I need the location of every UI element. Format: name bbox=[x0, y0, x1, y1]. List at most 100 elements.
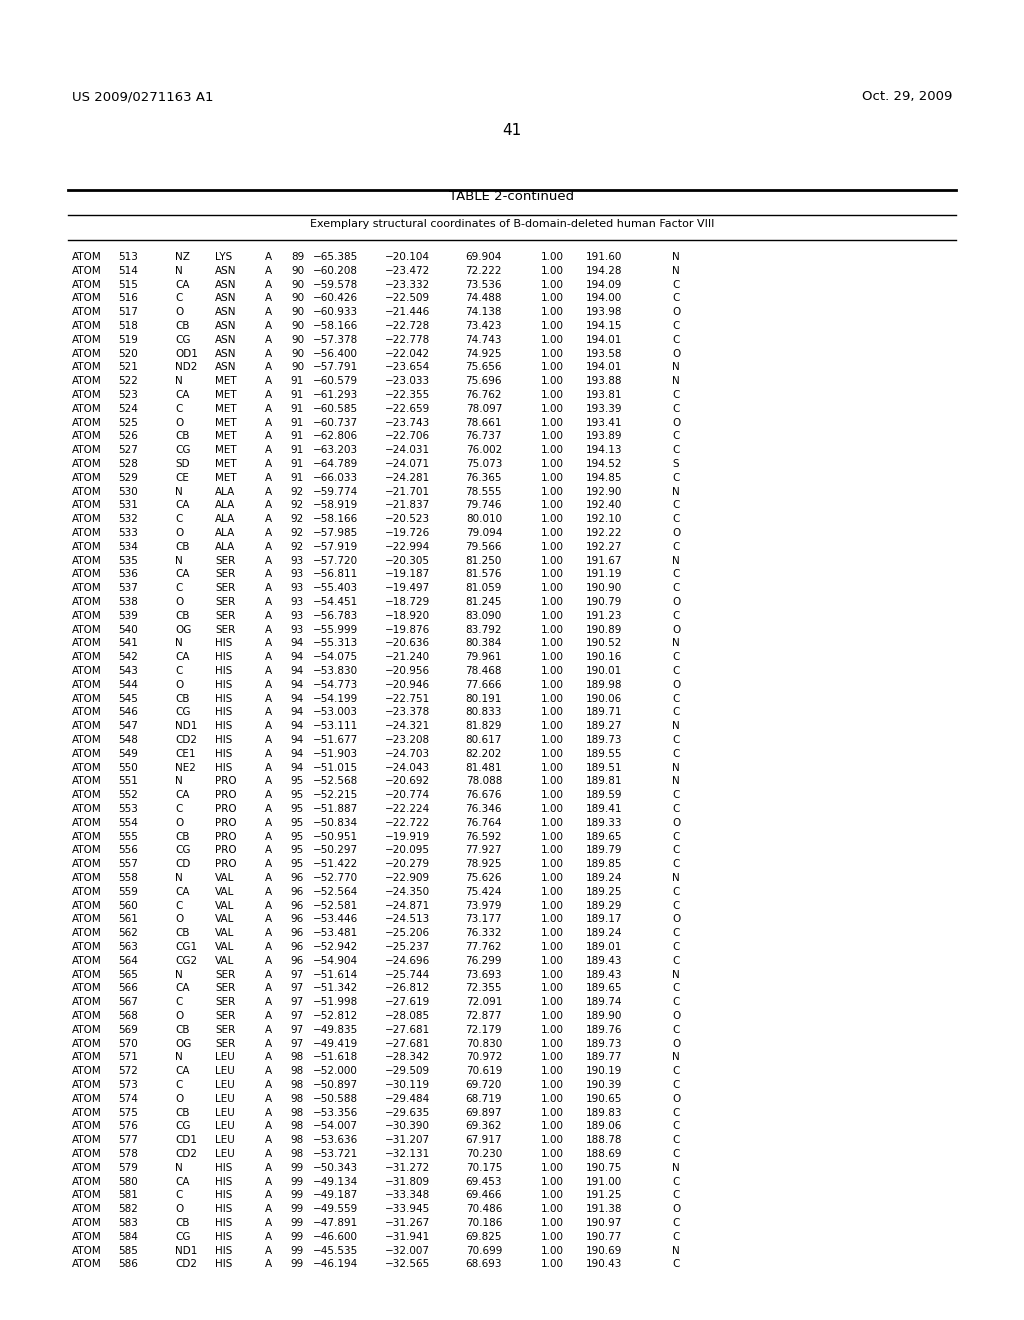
Text: 547: 547 bbox=[118, 721, 138, 731]
Text: 90: 90 bbox=[291, 308, 304, 317]
Text: Oct. 29, 2009: Oct. 29, 2009 bbox=[861, 90, 952, 103]
Text: C: C bbox=[672, 942, 679, 952]
Text: C: C bbox=[672, 569, 679, 579]
Text: CB: CB bbox=[175, 1024, 189, 1035]
Text: ATOM: ATOM bbox=[72, 1204, 101, 1214]
Text: A: A bbox=[264, 1163, 271, 1172]
Text: 91: 91 bbox=[291, 389, 304, 400]
Text: 99: 99 bbox=[291, 1218, 304, 1228]
Text: −60.737: −60.737 bbox=[313, 417, 358, 428]
Text: 189.73: 189.73 bbox=[586, 735, 622, 744]
Text: 560: 560 bbox=[118, 900, 138, 911]
Text: 70.186: 70.186 bbox=[466, 1218, 502, 1228]
Text: A: A bbox=[264, 348, 271, 359]
Text: LEU: LEU bbox=[215, 1107, 234, 1118]
Text: 573: 573 bbox=[118, 1080, 138, 1090]
Text: 1.00: 1.00 bbox=[541, 1218, 564, 1228]
Text: ATOM: ATOM bbox=[72, 1246, 101, 1255]
Text: 189.24: 189.24 bbox=[586, 873, 622, 883]
Text: 69.720: 69.720 bbox=[466, 1080, 502, 1090]
Text: 99: 99 bbox=[291, 1191, 304, 1200]
Text: 545: 545 bbox=[118, 693, 138, 704]
Text: 70.972: 70.972 bbox=[466, 1052, 502, 1063]
Text: 1.00: 1.00 bbox=[541, 983, 564, 994]
Text: C: C bbox=[672, 1135, 679, 1146]
Text: 552: 552 bbox=[118, 791, 138, 800]
Text: −60.208: −60.208 bbox=[313, 265, 358, 276]
Text: A: A bbox=[264, 804, 271, 814]
Text: CD2: CD2 bbox=[175, 1148, 197, 1159]
Text: A: A bbox=[264, 1080, 271, 1090]
Text: ALA: ALA bbox=[215, 528, 236, 539]
Text: 1.00: 1.00 bbox=[541, 956, 564, 966]
Text: 90: 90 bbox=[291, 363, 304, 372]
Text: 533: 533 bbox=[118, 528, 138, 539]
Text: −20.956: −20.956 bbox=[385, 667, 430, 676]
Text: ATOM: ATOM bbox=[72, 376, 101, 387]
Text: −23.654: −23.654 bbox=[385, 363, 430, 372]
Text: 1.00: 1.00 bbox=[541, 832, 564, 842]
Text: O: O bbox=[175, 680, 183, 690]
Text: 72.355: 72.355 bbox=[466, 983, 502, 994]
Text: A: A bbox=[264, 652, 271, 663]
Text: A: A bbox=[264, 1232, 271, 1242]
Text: 77.762: 77.762 bbox=[466, 942, 502, 952]
Text: ATOM: ATOM bbox=[72, 541, 101, 552]
Text: C: C bbox=[672, 832, 679, 842]
Text: 561: 561 bbox=[118, 915, 138, 924]
Text: −54.904: −54.904 bbox=[313, 956, 358, 966]
Text: 1.00: 1.00 bbox=[541, 1163, 564, 1172]
Text: −23.378: −23.378 bbox=[385, 708, 430, 717]
Text: 586: 586 bbox=[118, 1259, 138, 1270]
Text: 70.175: 70.175 bbox=[466, 1163, 502, 1172]
Text: 1.00: 1.00 bbox=[541, 1148, 564, 1159]
Text: ATOM: ATOM bbox=[72, 500, 101, 511]
Text: ATOM: ATOM bbox=[72, 845, 101, 855]
Text: MET: MET bbox=[215, 459, 237, 469]
Text: −55.403: −55.403 bbox=[313, 583, 358, 593]
Text: 91: 91 bbox=[291, 417, 304, 428]
Text: 94: 94 bbox=[291, 693, 304, 704]
Text: A: A bbox=[264, 708, 271, 717]
Text: 81.059: 81.059 bbox=[466, 583, 502, 593]
Text: ATOM: ATOM bbox=[72, 1122, 101, 1131]
Text: 1.00: 1.00 bbox=[541, 321, 564, 331]
Text: −60.585: −60.585 bbox=[313, 404, 358, 413]
Text: 81.576: 81.576 bbox=[466, 569, 502, 579]
Text: −51.342: −51.342 bbox=[312, 983, 358, 994]
Text: −52.770: −52.770 bbox=[313, 873, 358, 883]
Text: C: C bbox=[672, 1232, 679, 1242]
Text: −50.297: −50.297 bbox=[313, 845, 358, 855]
Text: A: A bbox=[264, 473, 271, 483]
Text: 96: 96 bbox=[291, 928, 304, 939]
Text: −65.385: −65.385 bbox=[312, 252, 358, 261]
Text: 190.06: 190.06 bbox=[586, 693, 622, 704]
Text: −51.618: −51.618 bbox=[312, 1052, 358, 1063]
Text: 557: 557 bbox=[118, 859, 138, 869]
Text: −54.007: −54.007 bbox=[313, 1122, 358, 1131]
Text: 1.00: 1.00 bbox=[541, 776, 564, 787]
Text: ASN: ASN bbox=[215, 321, 237, 331]
Text: N: N bbox=[175, 1163, 182, 1172]
Text: A: A bbox=[264, 335, 271, 345]
Text: N: N bbox=[672, 763, 680, 772]
Text: 92: 92 bbox=[291, 515, 304, 524]
Text: 67.917: 67.917 bbox=[466, 1135, 502, 1146]
Text: A: A bbox=[264, 1176, 271, 1187]
Text: ATOM: ATOM bbox=[72, 1259, 101, 1270]
Text: O: O bbox=[175, 597, 183, 607]
Text: 1.00: 1.00 bbox=[541, 541, 564, 552]
Text: 188.78: 188.78 bbox=[586, 1135, 622, 1146]
Text: N: N bbox=[672, 970, 680, 979]
Text: ATOM: ATOM bbox=[72, 389, 101, 400]
Text: −50.951: −50.951 bbox=[313, 832, 358, 842]
Text: 582: 582 bbox=[118, 1204, 138, 1214]
Text: −29.484: −29.484 bbox=[385, 1094, 430, 1104]
Text: −54.075: −54.075 bbox=[313, 652, 358, 663]
Text: −22.994: −22.994 bbox=[385, 541, 430, 552]
Text: −23.743: −23.743 bbox=[385, 417, 430, 428]
Text: 189.27: 189.27 bbox=[586, 721, 622, 731]
Text: 1.00: 1.00 bbox=[541, 1246, 564, 1255]
Text: 1.00: 1.00 bbox=[541, 804, 564, 814]
Text: C: C bbox=[672, 445, 679, 455]
